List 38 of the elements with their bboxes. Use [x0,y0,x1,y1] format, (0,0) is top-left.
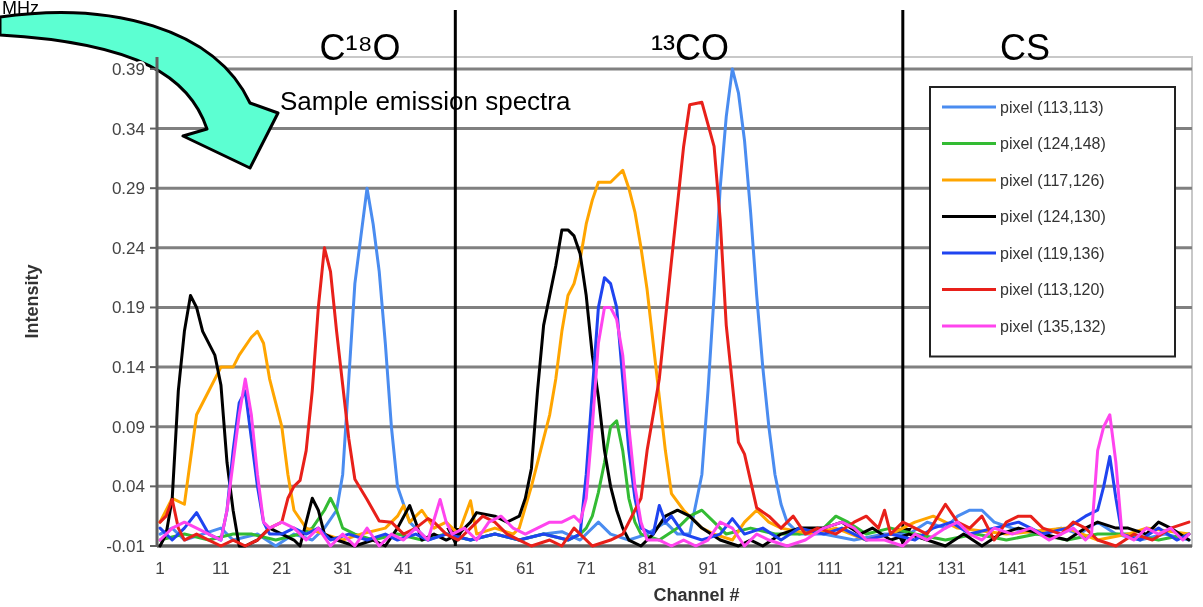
x-tick-label: 121 [876,559,905,578]
x-tick-label: 41 [394,559,414,578]
x-tick-label: 151 [1059,559,1088,578]
y-tick-label: 0.34 [111,119,145,139]
legend-label: pixel (113,113) [1000,98,1104,116]
legend-label: pixel (119,136) [1000,244,1105,262]
x-tick-label: 1 [155,559,165,578]
y-tick-label: 0.24 [111,238,145,258]
legend-label: pixel (124,148) [1000,135,1106,153]
x-tick-label: 31 [333,559,353,578]
x-tick-label: 81 [637,559,657,578]
legend-label: pixel (124,130) [1000,208,1106,226]
y-tick-label: 0.19 [111,298,145,318]
y-tick-label: 0.29 [111,179,145,199]
x-tick-label: 51 [454,559,474,578]
y-tick-label: 0.04 [111,477,145,497]
annotation: CS [999,27,1051,68]
legend-label: pixel (135,132) [1000,317,1106,335]
x-tick-label: 111 [816,559,843,578]
y-tick-label: 0.39 [111,59,145,79]
annotation: C¹⁸O [319,27,401,68]
x-tick-label: 141 [998,559,1027,578]
x-tick-label: 61 [515,559,535,578]
x-axis-title: Channel # [653,585,740,605]
y-tick-label: 0.09 [111,417,145,437]
y-tick-label: -0.01 [106,536,145,556]
y-tick-label: 0.14 [111,358,145,378]
y-axis-title: Intensity [22,264,42,339]
x-tick-label: 161 [1119,559,1149,578]
x-tick-label: 11 [212,559,230,578]
annotation: ¹³CO [651,27,729,68]
legend-label: pixel (117,126) [1000,171,1105,189]
x-tick-label: 101 [754,559,784,578]
x-tick-label: 21 [272,559,292,578]
legend-label: pixel (113,120) [1000,281,1105,299]
x-tick-label: 71 [576,559,596,578]
x-tick-label: 131 [937,559,966,578]
x-tick-label: 91 [698,559,718,578]
